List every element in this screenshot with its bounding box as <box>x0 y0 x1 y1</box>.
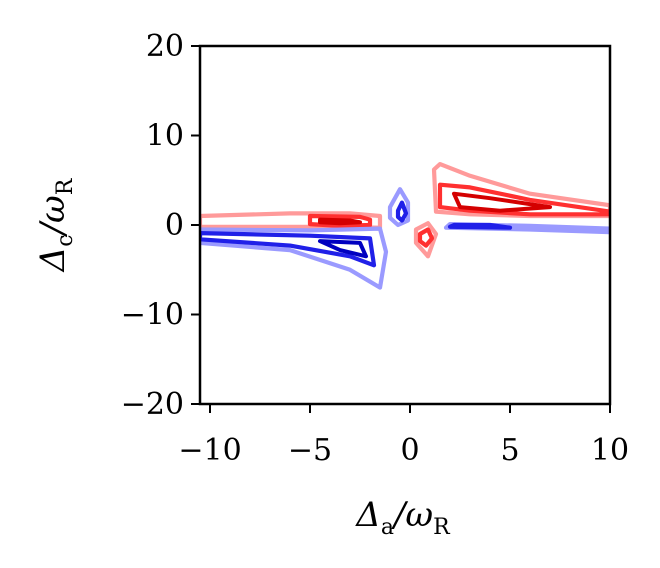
x-tick-label-3: 5 <box>500 433 519 468</box>
contour-positive-mid-7 <box>417 227 435 248</box>
y-tick-label-0: −20 <box>121 387 184 422</box>
contour-positive-low-6 <box>413 221 439 259</box>
contour-positive-mid-1 <box>307 213 373 228</box>
y-axis-label: Δc/ωR <box>33 177 78 273</box>
x-axis-label: Δa/ωR <box>354 495 451 540</box>
contour-positive-high-5 <box>452 191 552 213</box>
contour-negative-high-10 <box>318 239 368 259</box>
y-tick-label-2: 0 <box>165 208 184 243</box>
x-tick-label-2: 0 <box>400 433 419 468</box>
contour-negative-low-8 <box>200 226 389 290</box>
contour-negative-low-13 <box>443 222 610 235</box>
contour-negative-mid-12 <box>395 200 409 223</box>
x-tick-label-1: −5 <box>288 433 332 468</box>
x-tick-label-4: 10 <box>591 433 629 468</box>
contour-negative-mid-14 <box>447 222 513 230</box>
y-axis-ticks: −20 −10 0 10 20 <box>121 29 200 422</box>
y-tick-label-4: 20 <box>146 29 184 64</box>
contour-positive-high-2 <box>318 217 362 226</box>
contour-positive-low-0 <box>200 211 383 230</box>
contour-positive-mid-4 <box>437 182 610 217</box>
contour-lines <box>200 162 610 290</box>
y-tick-label-3: 10 <box>146 119 184 154</box>
y-tick-label-1: −10 <box>121 298 184 333</box>
x-tick-label-0: −10 <box>178 433 241 468</box>
x-axis-ticks: −10 −5 0 5 10 <box>178 404 629 468</box>
contour-negative-low-11 <box>387 187 411 228</box>
contour-negative-mid-9 <box>200 231 377 268</box>
contour-positive-low-3 <box>431 162 610 219</box>
